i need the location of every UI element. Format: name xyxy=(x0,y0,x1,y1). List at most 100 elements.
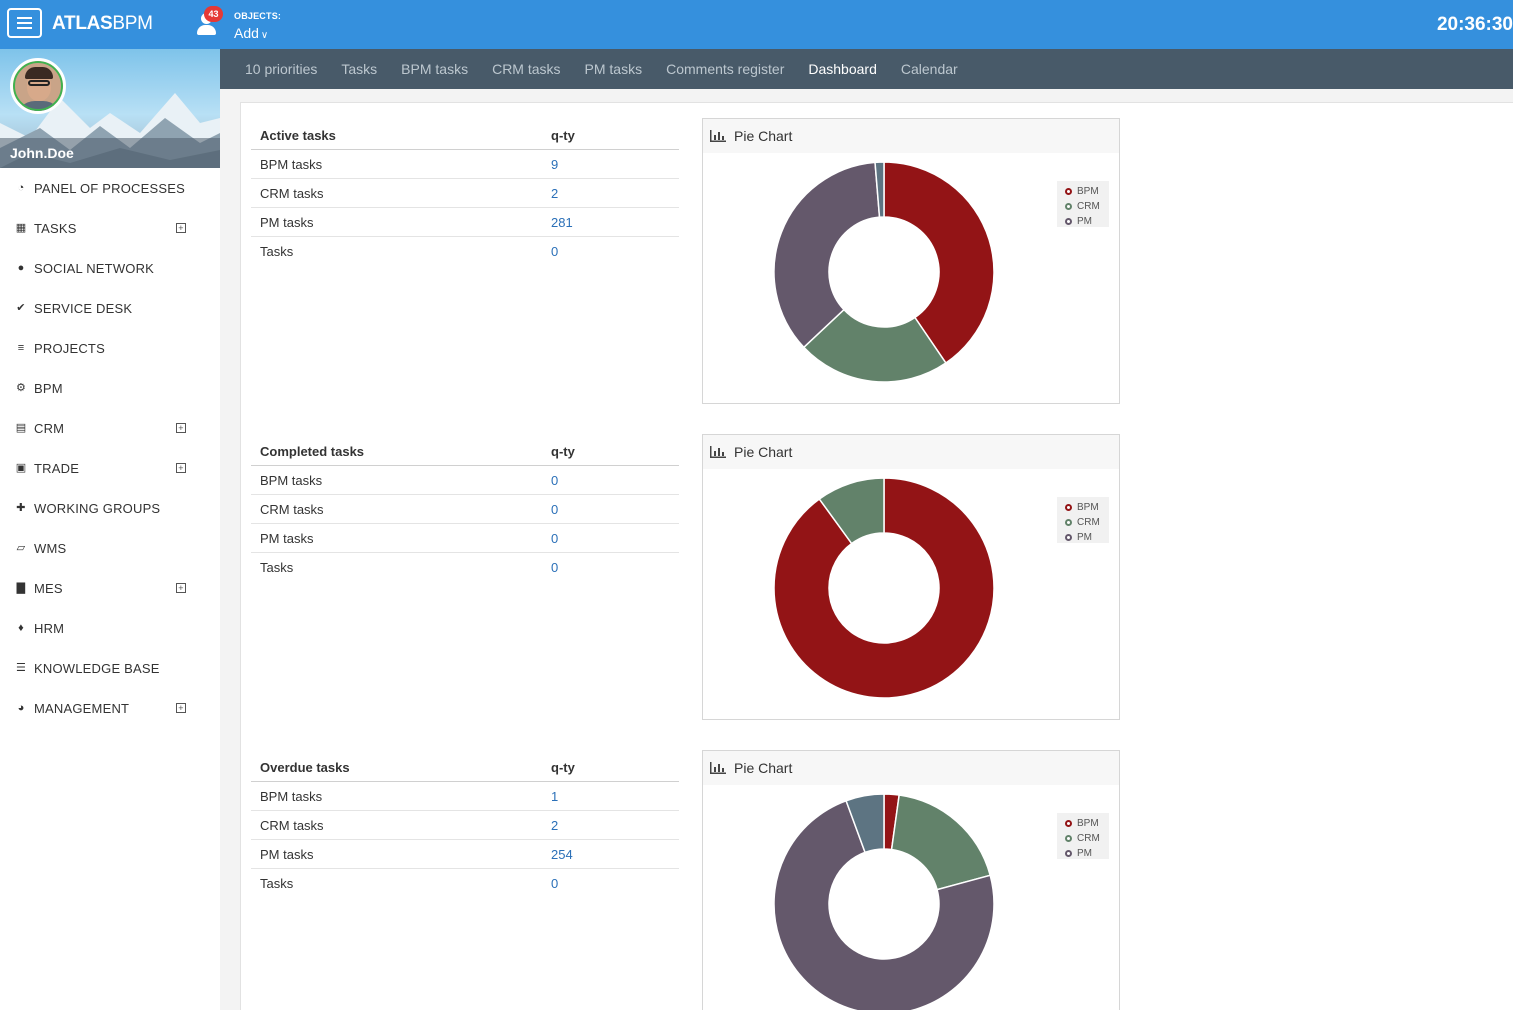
pie-slice-bpm[interactable] xyxy=(883,161,995,365)
legend-item[interactable]: BPM xyxy=(1057,816,1109,831)
legend-item[interactable]: CRM xyxy=(1057,515,1109,530)
sidebar-item-service-desk[interactable]: ✔ SERVICE DESK xyxy=(0,288,220,328)
row-qty-link[interactable]: 2 xyxy=(551,817,559,833)
tab-comments-register[interactable]: Comments register xyxy=(666,61,785,77)
sidebar-item-bpm[interactable]: ⚙ BPM xyxy=(0,368,220,408)
sub-navigation: 10 priorities Tasks BPM tasks CRM tasks PM t… xyxy=(220,49,1513,89)
chart-legend: BPM CRM PM xyxy=(1057,813,1109,859)
legend-marker-icon xyxy=(1065,820,1072,827)
pie-slice-pm[interactable] xyxy=(773,799,995,1010)
expand-icon[interactable]: + xyxy=(176,583,186,593)
sidebar-item-trade[interactable]: ▣ TRADE + xyxy=(0,448,220,488)
bar-chart-icon xyxy=(710,130,726,142)
sidebar-item-working-groups[interactable]: ✚ WORKING GROUPS xyxy=(0,488,220,528)
sidebar-item-wms[interactable]: ▱ WMS xyxy=(0,528,220,568)
row-qty-link[interactable]: 0 xyxy=(551,472,559,488)
pie-slice-bpm[interactable] xyxy=(773,477,995,699)
notification-badge[interactable]: 43 xyxy=(204,6,223,22)
username[interactable]: John.Doe xyxy=(10,145,74,161)
money-icon: ▣ xyxy=(15,462,27,474)
donut-chart xyxy=(773,477,995,699)
legend-item[interactable]: PM xyxy=(1057,846,1109,861)
clock: 20:36:30 xyxy=(1436,14,1513,35)
pie-slice-crm[interactable] xyxy=(890,794,992,891)
row-label: CRM tasks xyxy=(260,185,324,201)
row-qty-link[interactable]: 9 xyxy=(551,156,559,172)
legend-item[interactable]: BPM xyxy=(1057,184,1109,199)
row-qty-link[interactable]: 281 xyxy=(551,214,573,230)
table-row: PM tasks 254 xyxy=(251,840,679,869)
legend-marker-icon xyxy=(1065,203,1072,210)
legend-marker-icon xyxy=(1065,188,1072,195)
sidebar-item-crm[interactable]: ▤ CRM + xyxy=(0,408,220,448)
table-header: Completed tasks q-ty xyxy=(251,437,679,466)
tab-bpm-tasks[interactable]: BPM tasks xyxy=(401,61,469,77)
sidebar-item-management[interactable]: ◕ MANAGEMENT + xyxy=(0,688,220,728)
sidebar-item-label: SERVICE DESK xyxy=(34,300,133,316)
panel-header: Pie Chart xyxy=(703,119,1119,153)
legend-item[interactable]: PM xyxy=(1057,214,1109,229)
legend-label: CRM xyxy=(1077,833,1100,844)
app-logo[interactable]: ATLASBPM xyxy=(52,13,153,34)
qty-header: q-ty xyxy=(551,443,575,459)
legend-item[interactable]: BPM xyxy=(1057,500,1109,515)
pie-slice-pm[interactable] xyxy=(773,161,881,349)
sidebar-item-label: MES xyxy=(34,580,63,596)
legend-label: BPM xyxy=(1077,186,1099,197)
add-dropdown[interactable]: Add ∨ xyxy=(234,25,268,41)
puzzle-icon: ✚ xyxy=(16,502,26,514)
hamburger-menu-icon[interactable] xyxy=(7,8,42,38)
sidebar-item-social-network[interactable]: ● SOCIAL NETWORK xyxy=(0,248,220,288)
legend-label: BPM xyxy=(1077,502,1099,513)
row-qty-link[interactable]: 0 xyxy=(551,530,559,546)
sidebar-item-mes[interactable]: ▇ MES + xyxy=(0,568,220,608)
tab-calendar[interactable]: Calendar xyxy=(900,61,958,77)
expand-icon[interactable]: + xyxy=(176,423,186,433)
pie-slice-other[interactable] xyxy=(845,793,885,854)
tab-crm-tasks[interactable]: CRM tasks xyxy=(492,61,561,77)
legend-label: CRM xyxy=(1077,201,1100,212)
sidebar-item-label: WMS xyxy=(34,540,67,556)
top-bar: ATLASBPM 43 OBJECTS: Add ∨ 20:36:30 xyxy=(0,0,1513,49)
tab-dashboard[interactable]: Dashboard xyxy=(808,61,877,77)
table-row: BPM tasks 9 xyxy=(251,150,679,179)
sidebar-item-projects[interactable]: ≡ PROJECTS xyxy=(0,328,220,368)
table-row: PM tasks 281 xyxy=(251,208,679,237)
tab-pm-tasks[interactable]: PM tasks xyxy=(584,61,643,77)
row-qty-link[interactable]: 254 xyxy=(551,846,573,862)
tab-tasks[interactable]: Tasks xyxy=(341,61,378,77)
pie-slice-other[interactable] xyxy=(874,161,885,218)
sidebar-item-tasks[interactable]: ▦ TASKS + xyxy=(0,208,220,248)
legend-marker-icon xyxy=(1065,850,1072,857)
panel-header: Pie Chart xyxy=(703,435,1119,469)
row-qty-link[interactable]: 0 xyxy=(551,560,559,575)
expand-icon[interactable]: + xyxy=(176,463,186,473)
sidebar-item-label: SOCIAL NETWORK xyxy=(34,260,155,276)
row-qty-link[interactable]: 2 xyxy=(551,185,559,201)
sidebar-item-knowledge-base[interactable]: ☰ KNOWLEDGE BASE xyxy=(0,648,220,688)
dashboard-icon: ◔ xyxy=(17,182,25,194)
legend-item[interactable]: CRM xyxy=(1057,831,1109,846)
sidebar-item-hrm[interactable]: ♦ HRM xyxy=(0,608,220,648)
legend-label: CRM xyxy=(1077,517,1100,528)
sidebar-item-label: CRM xyxy=(34,420,65,436)
pie-slice-crm[interactable] xyxy=(818,477,885,545)
legend-item[interactable]: CRM xyxy=(1057,199,1109,214)
table-row: Tasks 0 xyxy=(251,553,679,582)
table-row: Tasks 0 xyxy=(251,869,679,898)
row-qty-link[interactable]: 0 xyxy=(551,244,559,259)
table-row: BPM tasks 0 xyxy=(251,466,679,495)
row-qty-link[interactable]: 0 xyxy=(551,501,559,517)
row-qty-link[interactable]: 1 xyxy=(551,788,559,804)
row-qty-link[interactable]: 0 xyxy=(551,876,559,891)
database-icon: ☰ xyxy=(15,662,27,674)
expand-icon[interactable]: + xyxy=(176,223,186,233)
avatar[interactable] xyxy=(10,58,66,114)
legend-item[interactable]: PM xyxy=(1057,530,1109,545)
bar-chart-icon xyxy=(710,762,726,774)
expand-icon[interactable]: + xyxy=(176,703,186,713)
pie-slice-crm[interactable] xyxy=(802,308,947,383)
legend-marker-icon xyxy=(1065,504,1072,511)
tab-10-priorities[interactable]: 10 priorities xyxy=(245,61,318,77)
sidebar-item-panel-of-processes[interactable]: ◔ PANEL OF PROCESSES xyxy=(0,168,220,208)
